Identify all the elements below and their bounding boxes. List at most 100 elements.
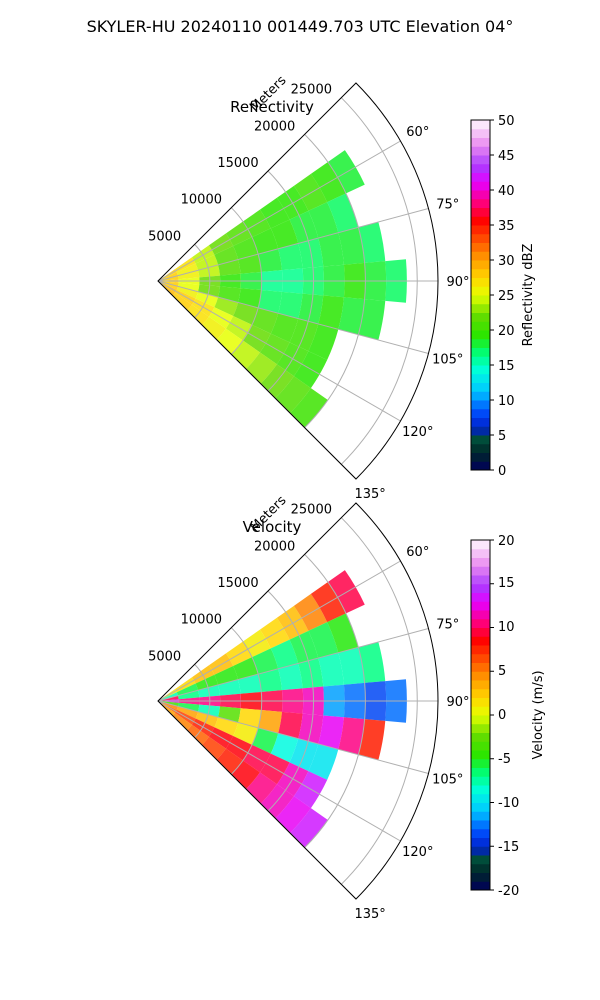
colorbar-tick-label: 25 [498, 289, 515, 304]
colorbar-label: Reflectivity dBZ [521, 244, 536, 347]
colorbar-swatch [471, 758, 490, 768]
colorbar-swatch [471, 662, 490, 672]
colorbar-swatch [471, 347, 490, 357]
reflectivity-colorbar: 0 5 10 15 20 25 30 35 40 45 50 Reflectiv… [470, 114, 536, 479]
range-tick-label: 5000 [148, 229, 181, 244]
colorbar-tick-label: 20 [498, 534, 515, 549]
heatmap-cell [258, 290, 282, 314]
heatmap-cell [238, 674, 262, 694]
colorbar-swatch [471, 575, 490, 585]
colorbar-swatch [471, 461, 490, 471]
colorbar-swatch [471, 846, 490, 856]
colorbar-swatch [471, 881, 490, 891]
colorbar-swatch [471, 198, 490, 208]
heatmap-cell [358, 221, 386, 263]
azimuth-gridline [157, 140, 401, 282]
colorbar-tick-label: 30 [498, 254, 515, 269]
velocity-panel: Velocity 5000 10000 15000 20000 25000 Me… [148, 493, 546, 922]
colorbar-swatch [471, 356, 490, 366]
colorbar-swatch [471, 330, 490, 340]
heatmap-cell [358, 299, 386, 341]
colorbar-swatch [471, 435, 490, 445]
heatmap-cell [214, 297, 239, 317]
colorbar-swatch [471, 242, 490, 252]
colorbar-tick-label: 0 [498, 464, 506, 479]
colorbar-swatch [471, 163, 490, 173]
colorbar-swatch [471, 251, 490, 261]
heatmap-cell [238, 254, 262, 274]
colorbar-swatch [471, 120, 490, 130]
heatmap-cell [245, 772, 277, 804]
velocity-frame [157, 502, 439, 900]
colorbar-swatch [471, 723, 490, 733]
reflectivity-frame [157, 82, 439, 480]
velocity-title: Velocity [243, 518, 302, 536]
figure-suptitle: SKYLER-HU 20240110 001449.703 UTC Elevat… [87, 17, 514, 36]
colorbar-swatch [471, 872, 490, 882]
colorbar-swatch [471, 190, 490, 200]
colorbar-swatch [471, 645, 490, 655]
heatmap-cell [178, 702, 200, 712]
colorbar-swatch [471, 557, 490, 567]
range-tick-label: 20000 [254, 119, 295, 134]
velocity-range-ticks: 5000 10000 15000 20000 25000 [148, 503, 332, 665]
azimuth-gridline [157, 208, 429, 282]
heatmap-cell [338, 227, 365, 265]
colorbar-swatch [471, 137, 490, 147]
heatmap-cell [231, 340, 260, 369]
colorbar-label: Velocity (m/s) [531, 670, 546, 759]
range-tick-label: 10000 [181, 613, 222, 628]
colorbar-tick-label: 20 [498, 324, 515, 339]
azimuth-tick-label: 105° [432, 353, 463, 368]
heatmap-cell [238, 708, 262, 728]
heatmap-cell [251, 307, 279, 334]
reflectivity-title: Reflectivity [230, 98, 314, 116]
range-tick-label: 15000 [217, 156, 258, 171]
heatmap-cell [233, 302, 259, 325]
colorbar-swatch [471, 636, 490, 646]
heatmap-cell [358, 719, 386, 761]
azimuth-tick-label: 120° [402, 425, 433, 440]
colorbar-swatch [471, 566, 490, 576]
colorbar-swatch [471, 225, 490, 235]
colorbar-swatch [471, 382, 490, 392]
heatmap-cell [308, 743, 339, 780]
heatmap-cell [214, 665, 239, 685]
colorbar-swatch [471, 207, 490, 217]
colorbar-swatch [471, 732, 490, 742]
heatmap-cell [270, 639, 299, 669]
heatmap-cell [158, 692, 179, 701]
colorbar-swatch [471, 601, 490, 611]
colorbar-swatch [471, 610, 490, 620]
velocity-azimuth-ticks: 60° 75° 90° 105° 120° 135° [354, 545, 469, 922]
heatmap-cell [176, 286, 199, 299]
colorbar-swatch [471, 128, 490, 138]
heatmap-cell [214, 717, 239, 737]
colorbar-tick-label: 15 [498, 576, 515, 591]
colorbar-swatch [471, 750, 490, 760]
colorbar-swatch [471, 828, 490, 838]
polar-frame [157, 82, 439, 480]
azimuth-tick-label: 90° [446, 695, 469, 710]
heatmap-cell [275, 376, 311, 413]
heatmap-cell [216, 748, 243, 775]
colorbar-tick-label: 15 [498, 359, 515, 374]
colorbar-swatch [471, 216, 490, 226]
heatmap-cell [327, 613, 359, 653]
heatmap-cell [172, 712, 192, 731]
colorbar-swatch [471, 365, 490, 375]
colorbar-swatch [471, 741, 490, 751]
heatmap-cell [178, 270, 200, 280]
heatmap-cell [278, 243, 303, 271]
heatmap-cell [158, 281, 179, 290]
range-tick-label: 5000 [148, 649, 181, 664]
colorbar-swatch [471, 671, 490, 681]
heatmap-cell [158, 272, 179, 281]
colorbar-swatch [471, 268, 490, 278]
colorbar-swatch [471, 391, 490, 401]
heatmap-cell [251, 228, 279, 255]
heatmap-cell [358, 641, 386, 683]
heatmap-cell [245, 352, 277, 384]
heatmap-cell [278, 291, 303, 319]
